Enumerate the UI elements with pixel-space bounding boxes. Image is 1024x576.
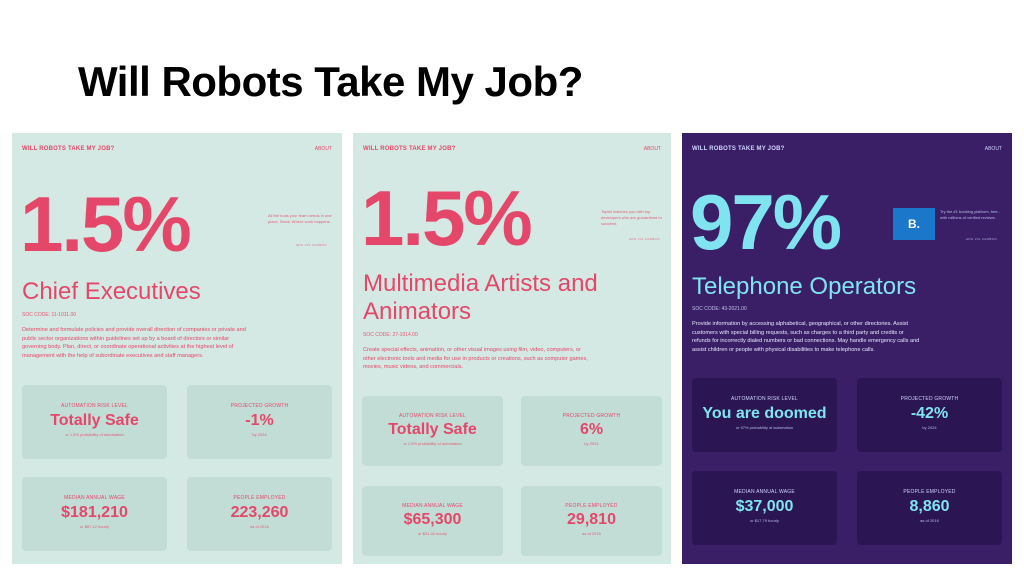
risk-label: AUTOMATION RISK LEVEL [398,413,467,419]
wage-value: $181,210 [61,504,128,521]
employed-value: 29,810 [567,511,616,528]
job-description: Provide information by accessing alphabe… [692,321,920,353]
employed-card: PEOPLE EMPLOYED 29,810 as of 2016 [521,486,662,556]
employed-subtext: as of 2016 [582,531,601,536]
employed-card: PEOPLE EMPLOYED 8,860 as of 2016 [857,471,1002,545]
growth-subtext: by 2024 [584,441,599,446]
risk-subtext: or 1.5% probability of automation [403,441,462,446]
site-brand[interactable]: WILL ROBOTS TAKE MY JOB? [692,146,785,152]
site-brand[interactable]: WILL ROBOTS TAKE MY JOB? [22,146,115,152]
job-title: Chief Executives [22,278,201,305]
growth-value: 6% [579,421,604,438]
about-link[interactable]: ABOUT [643,146,661,152]
wage-subtext: or $31.40 hourly [418,531,447,536]
employed-label: PEOPLE EMPLOYED [233,495,286,501]
ad-attribution-link[interactable]: ADS VIA CARBON [296,243,327,247]
booking-logo-icon[interactable]: B. [893,208,935,240]
risk-value: Totally Safe [50,412,139,429]
risk-label: AUTOMATION RISK LEVEL [60,403,129,409]
about-link[interactable]: ABOUT [314,146,332,152]
growth-label: PROJECTED GROWTH [562,413,621,419]
screenshot-panel-chief-executives: WILL ROBOTS TAKE MY JOB? ABOUT 1.5% All … [12,133,342,564]
screenshot-panel-telephone-operators: WILL ROBOTS TAKE MY JOB? ABOUT 97% B. Tr… [682,133,1012,564]
ad-attribution-link[interactable]: ADS VIA CARBON [966,237,997,241]
soc-code: SOC CODE: 27-1014.00 [363,332,418,338]
growth-value: -1% [245,412,274,429]
employed-card: PEOPLE EMPLOYED 223,260 as of 2016 [187,477,332,551]
screenshot-panel-multimedia-artists: WILL ROBOTS TAKE MY JOB? ABOUT 1.5% Topt… [353,133,671,564]
ad-text[interactable]: Toptal matches you with top developers w… [601,209,662,226]
risk-card: AUTOMATION RISK LEVEL Totally Safe or 1.… [22,385,167,459]
automation-percentage: 97% [690,178,842,266]
wage-card: MEDIAN ANNUAL WAGE $65,300 or $31.40 hou… [362,486,503,556]
wage-subtext: or $17.79 hourly [750,518,779,523]
risk-value: You are doomed [702,405,827,422]
risk-subtext: or 1.5% probability of automation [65,432,124,437]
job-description: Create special effects, animation, or ot… [363,347,588,370]
growth-card: PROJECTED GROWTH -42% by 2024 [857,378,1002,452]
growth-value: -42% [910,405,949,422]
wage-value: $37,000 [735,498,794,515]
growth-label: PROJECTED GROWTH [230,403,289,409]
risk-label: AUTOMATION RISK LEVEL [730,396,799,402]
risk-value: Totally Safe [388,421,477,438]
logo-letter: B. [908,217,920,231]
risk-card: AUTOMATION RISK LEVEL You are doomed or … [692,378,837,452]
wage-card: MEDIAN ANNUAL WAGE $181,210 or $87.12 ho… [22,477,167,551]
soc-code: SOC CODE: 11-1011.00 [22,312,77,318]
growth-subtext: by 2024 [252,432,267,437]
wage-value: $65,300 [403,511,462,528]
job-title: Multimedia Artists and Animators [363,270,598,325]
automation-percentage: 1.5% [20,180,192,268]
job-title: Telephone Operators [692,273,917,300]
wage-subtext: or $87.12 hourly [80,524,109,529]
growth-card: PROJECTED GROWTH -1% by 2024 [187,385,332,459]
employed-value: 8,860 [909,498,950,515]
employed-subtext: as of 2016 [250,524,269,529]
ad-attribution-link[interactable]: ADS VIA CARBON [629,237,660,241]
site-brand[interactable]: WILL ROBOTS TAKE MY JOB? [363,146,456,152]
employed-label: PEOPLE EMPLOYED [903,489,956,495]
risk-subtext: or 97% probability of automation [735,425,794,430]
wage-label: MEDIAN ANNUAL WAGE [734,489,795,495]
ad-text[interactable]: All the tools your team needs in one pla… [268,213,332,224]
wage-label: MEDIAN ANNUAL WAGE [402,503,463,509]
growth-card: PROJECTED GROWTH 6% by 2024 [521,396,662,466]
wage-label: MEDIAN ANNUAL WAGE [64,495,125,501]
risk-card: AUTOMATION RISK LEVEL Totally Safe or 1.… [362,396,503,466]
slide-title: Will Robots Take My Job? [78,58,583,105]
soc-code: SOC CODE: 43-2021.00 [692,306,747,312]
about-link[interactable]: ABOUT [984,146,1002,152]
ad-text[interactable]: Try the #1 booking platform, free - with… [940,209,1001,220]
growth-subtext: by 2024 [922,425,937,430]
job-description: Determine and formulate policies and pro… [22,327,246,359]
employed-value: 223,260 [230,504,289,521]
wage-card: MEDIAN ANNUAL WAGE $37,000 or $17.79 hou… [692,471,837,545]
employed-label: PEOPLE EMPLOYED [565,503,618,509]
automation-percentage: 1.5% [361,174,533,262]
growth-label: PROJECTED GROWTH [900,396,959,402]
employed-subtext: as of 2016 [920,518,939,523]
